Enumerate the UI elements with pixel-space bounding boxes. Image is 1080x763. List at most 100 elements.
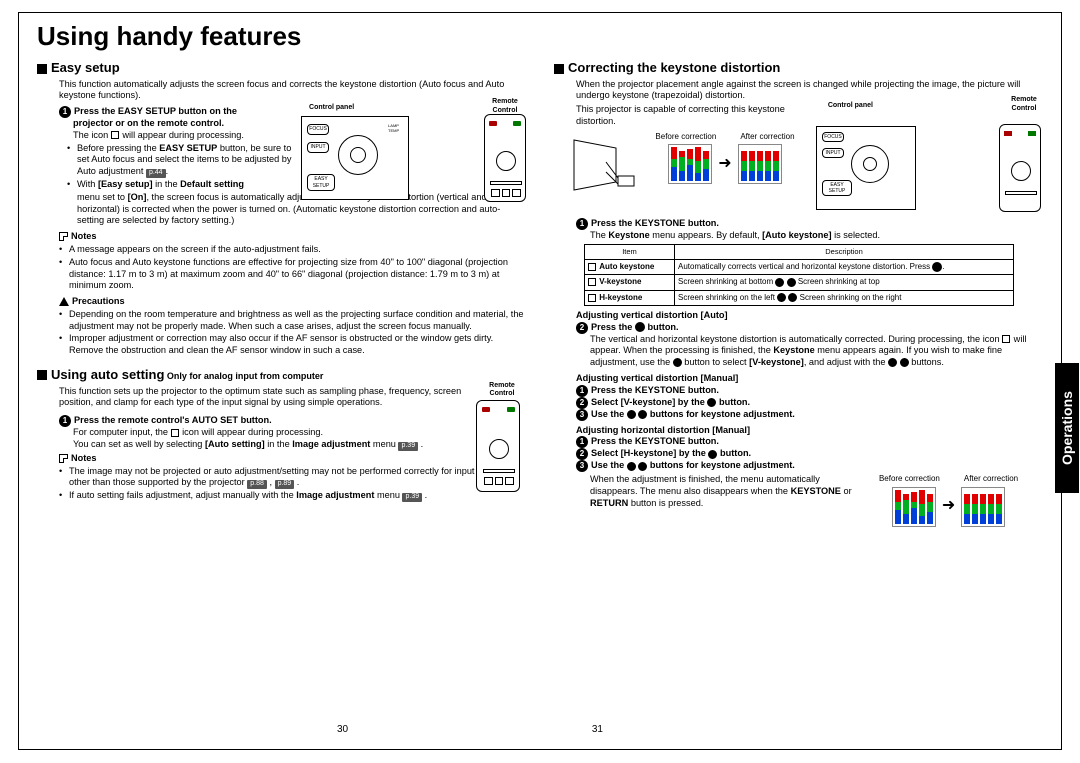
t: button. [645,322,679,332]
down-icon [673,358,682,367]
correction-charts-bottom: ➜ [854,487,1043,527]
keystone-top-diagrams: Before correctionAfter correction ➜ FOCU… [568,132,1043,218]
t: Screen shrinking on the right [797,293,901,302]
m-step1: 1Press the KEYSTONE button. [576,385,1043,397]
left-column: Easy setup This function automatically a… [37,58,526,741]
t: menu appears. By default, [650,230,762,240]
easy-note2: •Auto focus and Auto keystone functions … [59,257,526,292]
k-step2-desc: The vertical and horizontal keystone dis… [590,334,1043,369]
auto-note2: •If auto setting fails adjustment, adjus… [59,490,526,502]
t: Image adjustment [296,490,374,500]
t: The [590,230,608,240]
keystone-intro2: This projector is capable of correcting … [576,104,806,128]
keystone-heading: Correcting the keystone distortion [554,60,1043,77]
processing-icon-2 [171,429,179,437]
easy-step1-row: 1Press the EASY SETUP button on the proj… [37,106,526,227]
t: KEYSTONE [791,486,841,496]
precautions-heading: Precautions [59,296,526,308]
easy-setup-heading: Easy setup [37,60,526,77]
control-panel-label-2: Control panel [828,102,873,111]
t: Press the remote control's AUTO SET butt… [74,415,272,425]
t: Improper adjustment or correction may al… [69,333,526,357]
t: Auto keystone [599,262,654,271]
t: [Auto setting] [205,439,265,449]
chart-after-1 [738,144,782,184]
t: Select [V-keystone] by the [591,397,707,407]
prec1: •Depending on the room temperature and b… [59,309,526,333]
easy-step1: 1Press the EASY SETUP button on the [59,106,301,118]
auto-l1: For computer input, the icon will appear… [73,427,466,439]
h-step2: 2Select [H-keystone] by the button. [576,448,1043,460]
easy-note1: •A message appears on the screen if the … [59,244,526,256]
adj-h-man-heading: Adjusting horizontal distortion [Manual] [576,425,1043,437]
auto-setting-heading: Using auto setting Only for analog input… [37,367,526,384]
page-title: Using handy features [37,21,1043,52]
t: Press the KEYSTONE button. [591,218,719,228]
t: [V-keystone] [749,357,804,367]
note-icon [59,232,68,241]
finish-text: When the adjustment is finished, the men… [590,474,854,526]
td-auto-desc: Automatically corrects vertical and hori… [675,260,1014,275]
t: A message appears on the screen if the a… [69,244,526,256]
t: buttons for keystone adjustment. [647,460,795,470]
t: Before correction [879,474,940,484]
step-number-1b: 1 [59,415,71,427]
t: H-keystone [599,293,642,302]
t: EASY SETUP [159,143,217,153]
h-step3: 3Use the buttons for keystone adjustment… [576,460,1043,472]
t: Automatically corrects vertical and hori… [678,262,932,271]
right-column: Correcting the keystone distortion When … [554,58,1043,741]
step-number-k1: 1 [576,218,588,230]
page-ref-44: p.44 [146,169,166,178]
remote-diagram-2 [476,400,520,492]
chart-before-2 [892,487,936,527]
t: Select [H-keystone] by the [591,448,708,458]
processing-icon [111,131,119,139]
keystone-table: ItemDescription Auto keystoneAutomatical… [584,244,1014,305]
t: [Easy setup] [98,179,153,189]
t: in the [153,179,181,189]
t: Press the KEYSTONE button. [591,385,719,395]
t: Precautions [72,296,125,306]
t: Using auto setting [51,367,164,382]
left-icon [775,278,784,287]
t: [On] [128,192,147,202]
page-ref-89: p.89 [275,480,295,489]
auto-note1: •The image may not be projected or auto … [59,466,526,490]
columns: Easy setup This function automatically a… [37,58,1043,741]
enter-icon [932,262,942,272]
page-ref-88: p.88 [247,480,267,489]
step1-bullet2: • With [Easy setup] in the Default setti… [67,179,301,191]
step-number-k2: 2 [576,322,588,334]
td-v-desc: Screen shrinking at bottom Screen shrink… [675,275,1014,290]
projector-diagram [568,132,640,202]
t: or [841,486,852,496]
step1-detail1: The icon will appear during processing. [73,130,301,142]
t: Press the KEYSTONE button. [591,436,719,446]
t: For computer input, the [73,427,171,437]
t: Use the [591,460,627,470]
t: With [77,179,98,189]
control-panel-diagram-2: FOCUS INPUT EASY SETUP [816,126,916,210]
k-step2: 2Press the button. [576,322,1043,334]
m-step3: 3Use the buttons for keystone adjustment… [576,409,1043,421]
t: button to select [682,357,749,367]
t: button is pressed. [628,498,703,508]
arrow-icon-2: ➜ [942,496,955,516]
side-tab-operations: Operations [1055,363,1079,493]
th-desc: Description [675,245,1014,260]
t: buttons. [909,357,944,367]
t: icon will appear during processing. [180,427,324,437]
right-icon [787,278,796,287]
td-h-desc: Screen shrinking on the left Screen shri… [675,290,1014,305]
t: When the adjustment is finished, the men… [590,474,820,496]
t: menu [370,439,398,449]
step-number-m1: 1 [576,385,588,397]
t: Only for analog input from computer [164,371,323,381]
auto-l2: You can set as well by selecting [Auto s… [73,439,466,451]
step-number-m3: 3 [576,409,588,421]
left-icon [888,358,897,367]
t: Before pressing the [77,143,159,153]
t: Screen shrinking at top [796,277,880,286]
right-icon [638,462,647,471]
